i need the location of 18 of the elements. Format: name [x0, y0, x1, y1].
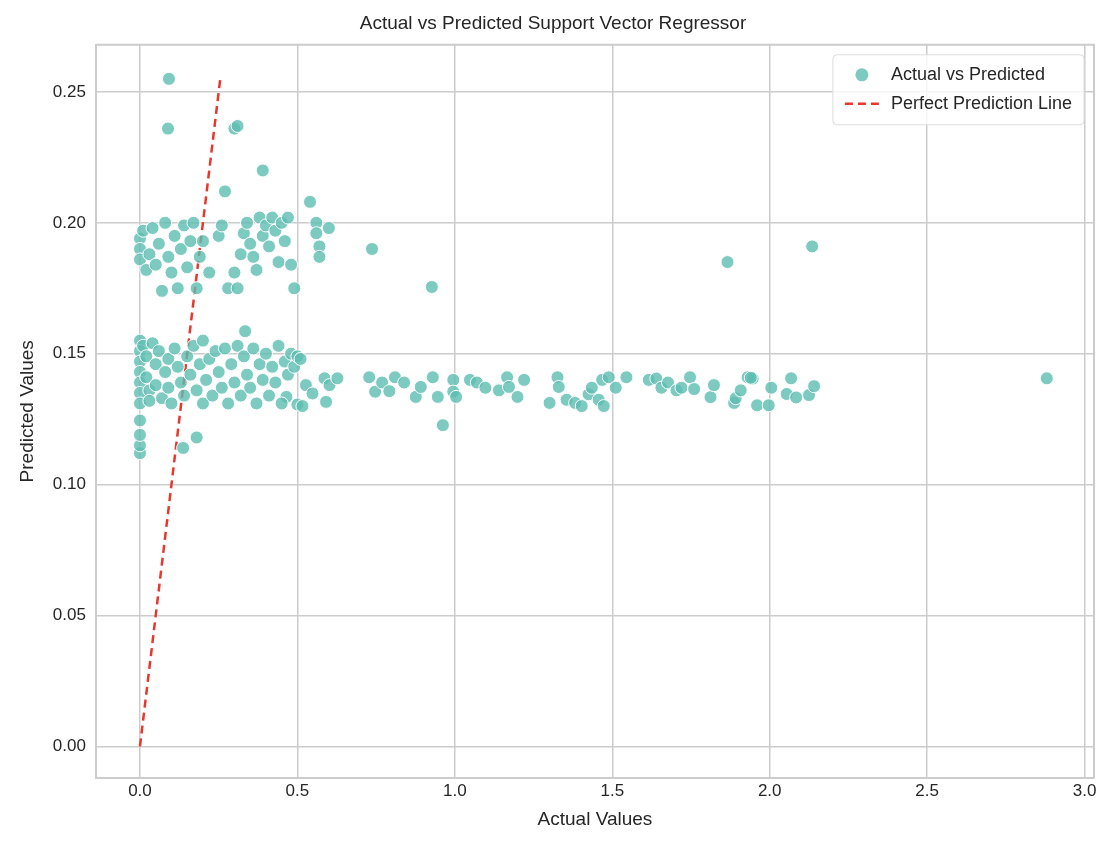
y-tick-label: 0.20: [52, 212, 86, 232]
y-tick-label: 0.15: [52, 343, 86, 363]
x-tick-label: 3.0: [1072, 780, 1097, 800]
chart-title: Actual vs Predicted Support Vector Regressor: [359, 11, 747, 33]
legend-label: Perfect Prediction Line: [890, 92, 1073, 113]
y-tick-label: 0.25: [52, 81, 86, 101]
x-tick-label: 2.5: [915, 780, 939, 800]
y-tick-label: 0.10: [52, 474, 86, 494]
y-tick-label: 0.00: [52, 736, 86, 756]
y-tick-label: 0.05: [52, 605, 86, 625]
x-axis-title: Actual Values: [537, 807, 653, 829]
legend-label: Actual vs Predicted: [890, 63, 1045, 84]
y-axis-title: Predicted Values: [15, 340, 37, 483]
x-tick-label: 0.0: [128, 780, 152, 800]
x-tick-label: 1.0: [443, 780, 467, 800]
x-tick-label: 2.0: [757, 780, 782, 800]
x-tick-label: 1.5: [600, 780, 625, 800]
x-tick-label: 0.5: [285, 780, 310, 800]
